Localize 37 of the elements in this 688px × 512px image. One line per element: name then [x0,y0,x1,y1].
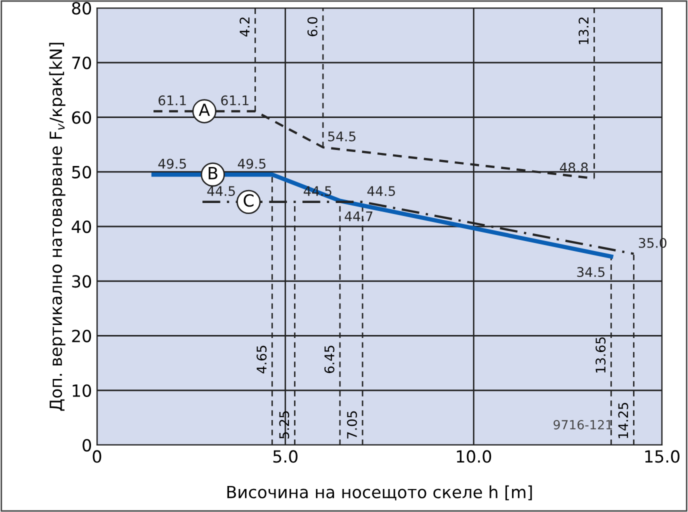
x-axis-title: Височина на носещото скеле h [m] [227,485,532,500]
annotation: 9716-121 [554,420,612,430]
series-label: B [208,167,218,180]
ref-line-label: 5.25 [279,411,290,439]
data-label: 61.1 [221,95,248,106]
x-tick-label: 0 [92,450,102,463]
y-tick-label: 30 [72,275,92,288]
ref-line-label: 13.65 [596,337,606,373]
ref-line-label: 6.0 [307,17,318,36]
x-tick-label: 10.0 [456,450,492,463]
ref-line-label: 4.2 [240,18,250,37]
data-label: 34.5 [577,267,604,278]
ref-line-label: 6.45 [324,346,334,374]
data-label: 61.1 [158,95,186,106]
y-tick-label: 60 [72,111,92,124]
ref-line-label: 7.05 [347,411,357,438]
y-axis-title: Доп. вертикално натоварване F$_{v}$/крак[kN] [49,42,66,411]
data-label: 54.5 [328,132,356,142]
y-tick-label: 20 [72,330,92,342]
data-label: 49.5 [158,158,186,169]
x-tick-label: 5.0 [273,450,298,463]
ref-line-label: 13.2 [578,18,589,44]
data-label: 49.5 [238,158,266,169]
y-tick-label: 40 [72,220,92,234]
y-tick-label: 80 [72,2,92,15]
y-tick-label: 70 [72,56,92,70]
y-tick-label: 10 [72,384,92,397]
data-label: 44.5 [207,186,235,196]
ref-line-label: 4.65 [256,346,267,374]
ref-line-label: 14.25 [618,402,628,438]
y-tick-label: 0 [82,438,92,452]
data-label: 44.7 [344,212,372,222]
data-label: 44.5 [367,186,395,196]
series-label: A [198,104,210,116]
x-tick-label: 15.0 [645,450,680,463]
series-label: C [244,194,254,207]
y-tick-label: 50 [72,166,92,178]
